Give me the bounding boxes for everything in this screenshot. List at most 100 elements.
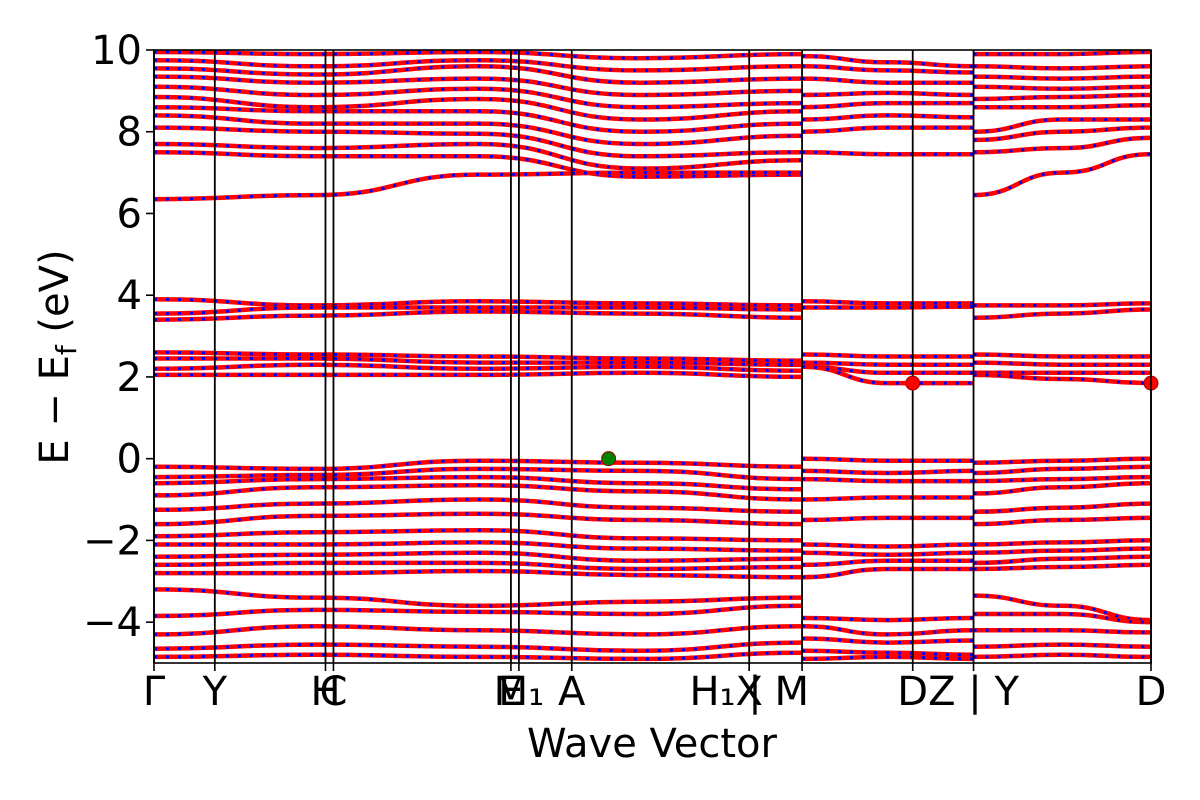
band-line-up [973, 307, 1152, 320]
plot-frame [153, 49, 1152, 664]
band-line-up [973, 49, 1152, 57]
y-axis-title-main: E − E [32, 355, 78, 465]
band-line-up [973, 102, 1152, 110]
band-line-down [802, 624, 974, 636]
y-tick-label: 6 [117, 191, 142, 237]
band-line-down [153, 297, 803, 307]
band-line-up [973, 474, 1152, 484]
band-line-down [153, 350, 803, 363]
x-tick-label: A [558, 669, 586, 715]
band-line-down [153, 551, 803, 563]
band-line-up [973, 352, 1151, 359]
band-line-up [973, 515, 1152, 527]
band-line-up [973, 74, 1152, 81]
y-tick-label: 0 [117, 437, 142, 483]
band-lines [153, 49, 1152, 662]
band-line-down [153, 604, 803, 618]
band-line-down [153, 142, 803, 171]
x-axis-title: Wave Vector [527, 721, 778, 767]
band-line-up [973, 92, 1152, 102]
y-tick-label: 8 [117, 110, 142, 156]
band-line-up [973, 480, 1152, 496]
y-tick-label: −4 [83, 600, 142, 646]
x-tick-label: H₁ | M [689, 669, 809, 715]
band-line-up [973, 456, 1152, 466]
band-line-down [802, 457, 974, 463]
band-line-down [153, 528, 803, 542]
x-tick-label: M₁ [494, 669, 545, 715]
band-line-down [802, 77, 974, 85]
y-tick-label: −2 [83, 518, 142, 564]
band-line-down [802, 543, 974, 549]
y-tick-label: 10 [91, 28, 142, 74]
x-tick-label: X [736, 669, 763, 715]
y-axis-title-subscript: f [50, 344, 83, 355]
y-axis-title: E − Ef (eV) [32, 249, 83, 464]
band-line-down [153, 305, 803, 316]
band-line-up [973, 611, 1152, 625]
band-line-down [802, 477, 974, 483]
band-line-down [153, 371, 803, 379]
band-line-down [153, 113, 803, 146]
band-line-down [153, 512, 803, 526]
band-line-up [973, 501, 1152, 515]
band-line-down [153, 105, 803, 134]
band-line-down [153, 356, 803, 367]
band-line-up [973, 151, 1152, 198]
y-axis-title-unit: (eV) [32, 249, 78, 345]
band-edge-marker [601, 451, 617, 467]
band-line-up [973, 301, 1152, 308]
band-line-down [153, 95, 803, 122]
band-line-up [973, 628, 1152, 635]
band-line-down [802, 353, 974, 359]
band-line-down [802, 559, 974, 567]
x-tick-label: Z | Y [928, 669, 1019, 715]
band-line-down [154, 569, 803, 579]
band-line-down [802, 655, 974, 661]
band-line-down [802, 150, 974, 156]
y-tick-label: 4 [117, 273, 142, 319]
band-line-up [973, 593, 1152, 623]
band-line-down [802, 54, 974, 68]
band-line-up [973, 135, 1152, 155]
band-line-down [802, 126, 974, 134]
band-line-down [802, 516, 974, 522]
x-tick-label: H [310, 669, 340, 715]
band-line-down [802, 91, 974, 97]
x-tick-label: D [1136, 669, 1167, 715]
band-line-up [802, 364, 974, 386]
band-line-down [802, 551, 974, 557]
y-axis: −4 −2 0 2 4 6 8 10 [83, 28, 154, 646]
band-line-down [153, 483, 803, 501]
band-line-down [153, 459, 803, 471]
band-line-down [153, 651, 803, 661]
band-line-down [153, 641, 803, 653]
band-line-down [802, 495, 974, 501]
band-line-down [153, 171, 803, 201]
band-line-up [973, 64, 1152, 71]
band-line-up [973, 360, 1151, 367]
band-line-up [973, 554, 1152, 566]
band-line-down [802, 649, 974, 657]
band-line-down [802, 365, 974, 375]
band-line-down [802, 469, 974, 475]
x-tick-label: E [498, 669, 523, 715]
band-line-down [802, 616, 974, 622]
band-line-up [973, 117, 1151, 134]
band-line-up [973, 84, 1152, 92]
band-line-down [153, 467, 803, 481]
band-line-down [802, 305, 974, 310]
x-tick-label: Y [202, 669, 228, 715]
x-tick-label: D [897, 669, 928, 715]
band-line-down [802, 361, 974, 367]
band-line-up [973, 372, 1152, 386]
band-line-down [153, 85, 803, 109]
band-line-down [153, 497, 803, 514]
band-line-down [153, 58, 803, 72]
band-line-down [802, 64, 974, 74]
band-line-down [153, 50, 803, 60]
band-line-down [153, 126, 803, 158]
band-line-down [802, 299, 974, 305]
band-edge-marker [905, 375, 921, 391]
